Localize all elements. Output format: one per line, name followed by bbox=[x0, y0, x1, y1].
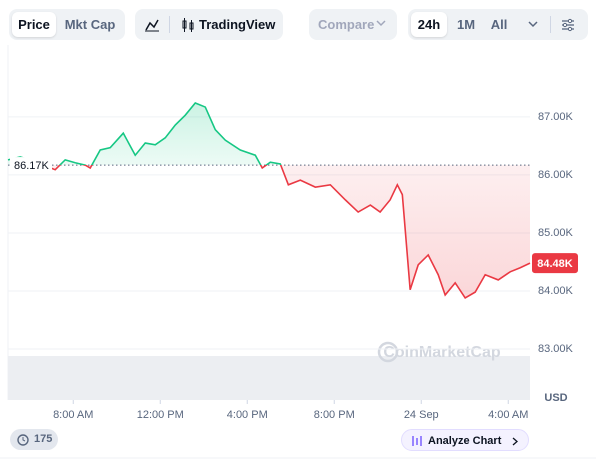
reference-label: 86.17K bbox=[14, 160, 50, 172]
divider bbox=[550, 16, 551, 33]
analyze-label: Analyze Chart bbox=[428, 435, 502, 447]
reference-label-bg bbox=[10, 157, 52, 174]
x-tick-label: 4:00 AM bbox=[488, 409, 528, 421]
watermark: CoinMarketCap bbox=[383, 344, 501, 361]
chart-tools: TradingView bbox=[135, 9, 283, 40]
line-icon[interactable] bbox=[144, 17, 160, 33]
analyze-chevron bbox=[512, 437, 518, 446]
range-all[interactable]: All bbox=[490, 17, 508, 32]
settings-icon[interactable] bbox=[561, 18, 575, 32]
price-line bbox=[7, 102, 531, 299]
range-1m[interactable]: 1M bbox=[456, 17, 476, 32]
range-chevron[interactable] bbox=[528, 21, 538, 29]
last-price-label: 84.48K bbox=[537, 258, 573, 270]
comments-count: 175 bbox=[34, 433, 53, 445]
volume-area bbox=[8, 356, 530, 400]
y-tick-label: 87.00K bbox=[538, 111, 574, 123]
y-tick-label: 85.00K bbox=[538, 227, 574, 239]
compare-box[interactable]: Compare bbox=[309, 9, 397, 40]
x-tick-label: 8:00 PM bbox=[314, 409, 355, 421]
range-toggle: 24h 1M All bbox=[408, 9, 588, 40]
x-tick-label: 8:00 AM bbox=[53, 409, 93, 421]
last-price-badge bbox=[532, 253, 578, 274]
comments-pill[interactable]: 175 bbox=[10, 429, 58, 450]
y-tick-label: 84.00K bbox=[538, 285, 574, 297]
analyze-icon bbox=[412, 436, 422, 446]
compare-label: Compare bbox=[318, 17, 375, 32]
type-toggle: Price Mkt Cap bbox=[9, 9, 125, 40]
divider bbox=[169, 16, 170, 33]
y-tick-label: 83.00K bbox=[538, 343, 574, 355]
range-24h[interactable]: 24h bbox=[411, 12, 447, 37]
price-tab[interactable]: Price bbox=[12, 12, 56, 37]
x-tick-label: 12:00 PM bbox=[137, 409, 184, 421]
y-tick-label: 86.00K bbox=[538, 169, 574, 181]
analyze-chart-button[interactable]: Analyze Chart bbox=[401, 429, 529, 451]
y-unit: USD bbox=[544, 392, 567, 404]
x-tick-label: 24 Sep bbox=[404, 409, 439, 421]
price-area bbox=[8, 103, 530, 298]
candle-icon bbox=[182, 18, 194, 32]
chevron bbox=[376, 20, 386, 27]
mkt-cap-tab[interactable]: Mkt Cap bbox=[64, 17, 116, 32]
watermark-logo bbox=[377, 341, 399, 363]
tradingview-button[interactable]: TradingView bbox=[199, 17, 276, 32]
clock-icon bbox=[17, 434, 29, 446]
x-tick-label: 4:00 PM bbox=[227, 409, 268, 421]
